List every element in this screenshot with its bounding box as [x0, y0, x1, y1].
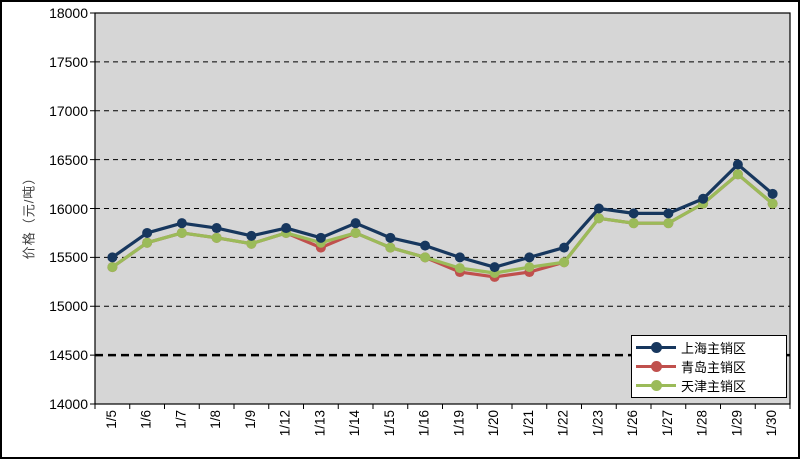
series-point [142, 237, 153, 248]
legend-marker-icon [636, 342, 676, 354]
x-tick-label: 1/16 [417, 410, 432, 436]
series-point [350, 227, 361, 238]
x-tick-label: 1/20 [486, 410, 501, 436]
y-tick-label: 15500 [49, 249, 88, 266]
series-point [142, 227, 153, 238]
x-tick-label: 1/29 [729, 410, 744, 436]
x-tick-label: 1/14 [347, 410, 362, 437]
x-tick-label: 1/19 [451, 410, 466, 436]
x-tick-label: 1/13 [312, 410, 327, 436]
legend-item: 上海主销区 [636, 338, 782, 357]
series-point [732, 169, 743, 180]
series-point [663, 218, 674, 229]
x-tick-label: 1/7 [173, 410, 188, 429]
x-tick-label: 1/12 [278, 410, 293, 436]
series-point [663, 208, 674, 219]
y-tick-label: 14000 [49, 396, 88, 412]
series-point [107, 252, 118, 263]
legend-label: 青岛主销区 [681, 360, 747, 375]
series-point [767, 198, 778, 209]
series-line-0 [111, 162, 774, 269]
x-tick-label: 1/23 [590, 410, 605, 436]
series-point [246, 238, 257, 249]
y-tick-label: 16000 [49, 200, 88, 217]
series-point [211, 232, 222, 243]
series-point [524, 262, 535, 273]
y-tick-label: 14500 [49, 347, 88, 364]
series-point [628, 218, 639, 229]
series-point [559, 257, 570, 268]
series-point [732, 159, 743, 170]
series-point [385, 242, 396, 253]
series-point [593, 213, 604, 224]
legend-label: 上海主销区 [681, 341, 747, 356]
x-tick-label: 1/15 [382, 410, 397, 436]
legend: 上海主销区青岛主销区天津主销区 [631, 335, 787, 398]
series-point [698, 193, 709, 204]
x-tick-label: 1/6 [139, 410, 154, 429]
y-tick-label: 15000 [49, 298, 88, 315]
y-tick-label: 16500 [49, 151, 88, 168]
legend-item: 天津主销区 [636, 376, 782, 395]
series-point [420, 240, 431, 251]
legend-marker-icon [636, 361, 676, 373]
series-point [593, 203, 604, 214]
x-tick-label: 1/22 [556, 410, 571, 436]
x-tick-label: 1/28 [695, 410, 710, 436]
x-tick-label: 1/8 [208, 410, 223, 429]
x-tick-label: 1/5 [104, 410, 119, 429]
y-tick-label: 17000 [49, 102, 88, 119]
series-point [524, 252, 535, 263]
series-point [454, 263, 465, 274]
series-point [107, 262, 118, 273]
x-tick-label: 1/26 [625, 410, 640, 436]
series-point [385, 232, 396, 243]
series-point [281, 223, 292, 234]
legend-item: 青岛主销区 [636, 357, 782, 376]
series-point [315, 232, 326, 243]
series-line-2 [111, 172, 774, 275]
series-point [559, 242, 570, 253]
series-point [628, 208, 639, 219]
legend-marker-icon [636, 380, 676, 392]
x-tick-label: 1/9 [243, 410, 258, 429]
series-point [176, 218, 187, 229]
series-point [246, 230, 257, 241]
series-point [767, 188, 778, 199]
x-tick-label: 1/30 [764, 410, 779, 436]
series-point [420, 252, 431, 263]
x-tick-label: 1/21 [521, 410, 536, 436]
x-tick-label: 1/27 [660, 410, 675, 436]
legend-label: 天津主销区 [681, 379, 747, 394]
y-tick-label: 18000 [49, 5, 88, 21]
y-tick-label: 17500 [49, 53, 88, 70]
series-point [211, 223, 222, 234]
series-point [454, 252, 465, 263]
series-point [176, 227, 187, 238]
series-point [489, 262, 500, 273]
series-point [350, 218, 361, 229]
